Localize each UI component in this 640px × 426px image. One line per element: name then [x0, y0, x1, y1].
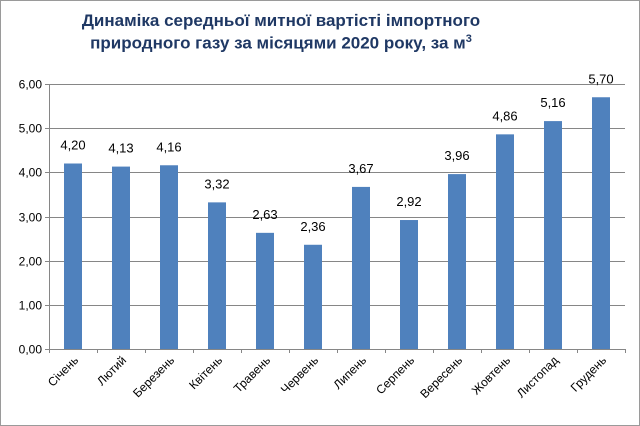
- x-tick-label: Листопад: [514, 353, 561, 400]
- chart-title-line-2: природного газу за місяцями 2020 року, з…: [1, 33, 561, 54]
- y-tick-label: 5,00: [19, 122, 43, 136]
- y-tick-label: 3,00: [19, 211, 43, 225]
- gridlines: [45, 84, 625, 353]
- x-tick-label: Квітень: [186, 353, 225, 392]
- chart-title-line-1-text: Динаміка середньої митної вартісті імпор…: [81, 11, 481, 30]
- data-label: 4,20: [60, 138, 85, 153]
- x-tick-label: Липень: [330, 353, 369, 392]
- chart-title-line-1: Динаміка середньої митної вартісті імпор…: [1, 11, 561, 31]
- data-label: 3,67: [348, 161, 373, 176]
- chart-title-superscript: 3: [465, 33, 472, 45]
- data-label: 5,70: [588, 71, 613, 86]
- bar: [400, 220, 418, 349]
- x-tick-label: Червень: [278, 353, 321, 396]
- bar: [64, 163, 82, 349]
- x-tick-label: Травень: [231, 353, 273, 395]
- data-label: 3,32: [204, 176, 229, 191]
- bar: [544, 121, 562, 349]
- bar: [448, 174, 466, 349]
- data-label: 2,92: [396, 194, 421, 209]
- bar: [352, 186, 370, 349]
- data-label: 3,96: [444, 148, 469, 163]
- x-tick-label: Жовтень: [469, 353, 513, 397]
- data-label: 5,16: [540, 95, 565, 110]
- data-label: 4,86: [492, 108, 517, 123]
- bars: [64, 97, 610, 349]
- x-tick-label: Вересень: [417, 353, 465, 401]
- bar: [112, 166, 130, 349]
- x-tick-label: Грудень: [568, 353, 609, 394]
- bar: [592, 97, 610, 349]
- y-tick-label: 6,00: [19, 78, 43, 92]
- y-tick-label: 0,00: [19, 343, 43, 357]
- data-label: 2,36: [300, 219, 325, 234]
- x-axis-ticks: Січень Лютий Березень Квітень Травень Червень…: [45, 349, 626, 401]
- y-tick-label: 1,00: [19, 299, 43, 313]
- y-axis-ticks: 0,00 1,00 2,00 3,00 4,00 5,00 6,00: [19, 78, 43, 357]
- x-tick-label: Січень: [45, 353, 81, 389]
- chart-title-line-2-text: природного газу за місяцями 2020 року, з…: [90, 33, 466, 53]
- bar: [256, 232, 274, 349]
- x-tick-label: Березень: [130, 353, 177, 400]
- x-tick-label: Серпень: [373, 353, 417, 397]
- data-label: 4,16: [156, 139, 181, 154]
- bar: [496, 134, 514, 349]
- bar: [160, 165, 178, 349]
- y-tick-label: 4,00: [19, 166, 43, 180]
- bar: [208, 202, 226, 349]
- data-labels: 4,20 4,13 4,16 3,32 2,63 2,36 3,67 2,92 3,96 4,86…: [60, 71, 613, 234]
- x-tick-label: Лютий: [94, 353, 129, 388]
- y-tick-label: 2,00: [19, 255, 43, 269]
- data-label: 4,13: [108, 141, 133, 156]
- data-label: 2,63: [252, 207, 277, 222]
- bar: [304, 244, 322, 349]
